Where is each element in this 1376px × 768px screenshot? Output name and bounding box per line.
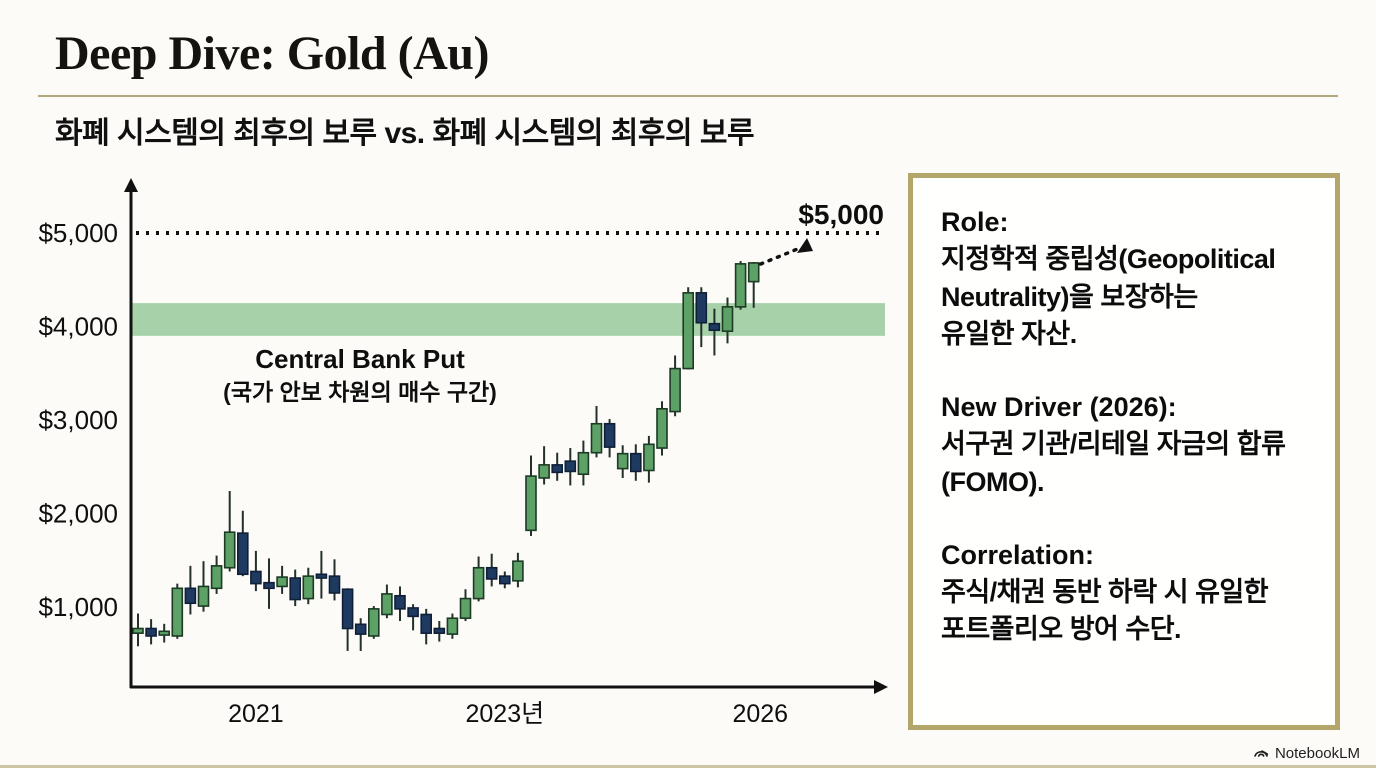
section-body: 서구권 기관/리테일 자금의 합류 (FOMO). <box>941 429 1286 497</box>
candle-up <box>158 630 170 636</box>
candle-up <box>302 575 315 600</box>
candle-down <box>433 627 446 634</box>
section-heading: Correlation: <box>941 539 1095 570</box>
candle-up <box>446 617 459 635</box>
candle-up <box>682 292 695 370</box>
candle-up <box>734 263 747 308</box>
candle-up <box>459 597 472 620</box>
info-panel: Role: 지정학적 중립성(Geopolitical Neutrality)을… <box>908 173 1340 730</box>
candle-up <box>381 593 393 616</box>
y-axis-arrowhead <box>124 178 138 192</box>
candle-down <box>407 607 419 618</box>
central-bank-put-label: Central Bank Put (국가 안보 차원의 매수 구간) <box>200 344 520 407</box>
section-body: 지정학적 중립성(Geopolitical Neutrality)을 보장하는 … <box>941 244 1276 349</box>
candle-down <box>250 570 262 585</box>
candle-up <box>276 576 288 588</box>
x-tick-label: 2021 <box>228 700 284 728</box>
band-label-subtitle: (국가 안보 차원의 매수 구간) <box>223 379 497 406</box>
candle-down <box>695 292 708 324</box>
target-price-label: $5,000 <box>798 199 884 230</box>
candle-down <box>184 587 197 605</box>
candle-down <box>498 575 511 585</box>
candle-down <box>315 573 328 579</box>
candle-down <box>145 627 157 637</box>
y-tick-label: $4,000 <box>38 312 118 342</box>
central-bank-put-band <box>132 303 885 336</box>
brand-label: NotebookLM <box>1274 744 1360 762</box>
section-heading: New Driver (2026): <box>941 392 1177 422</box>
candle-down <box>603 422 616 448</box>
candle-down <box>354 623 367 635</box>
candle-up <box>656 407 668 449</box>
x-axis-arrowhead <box>874 680 888 694</box>
bottom-border <box>0 765 1376 768</box>
title-rule <box>38 95 1338 97</box>
candle-up <box>197 585 210 607</box>
gold-price-candlestick-chart: $5,000 $4,000 $3,000 $2,000 $1,000 2021 2023년 2… <box>38 178 888 728</box>
candle-up <box>472 566 485 600</box>
page-subtitle: 화폐 시스템의 최후의 보루 vs. 화폐 시스템의 최후의 보루 <box>55 117 755 150</box>
projection-arrow-line <box>758 246 802 266</box>
candle-down <box>263 581 275 590</box>
y-tick-label: $1,000 <box>38 592 118 622</box>
candle-down <box>551 464 564 474</box>
candle-down <box>341 588 354 630</box>
candle-down <box>420 613 433 634</box>
band-label-title: Central Bank Put <box>255 344 465 374</box>
candle-up <box>223 531 236 569</box>
candle-down <box>394 594 406 610</box>
candle-up <box>512 560 524 582</box>
candle-up <box>590 422 603 454</box>
section-heading: Role: <box>941 207 1009 237</box>
projection-arrowhead <box>797 238 813 253</box>
candle-up <box>721 306 734 332</box>
candle-down <box>564 460 577 473</box>
candle-up <box>171 587 184 637</box>
y-tick-label: $2,000 <box>38 499 118 529</box>
candle-down <box>289 577 302 601</box>
x-tick-label: 2026 <box>732 700 788 728</box>
section-body: 주식/채권 동반 하락 시 유일한 포트폴리오 방어 수단. <box>941 577 1269 645</box>
candle-up <box>616 452 629 470</box>
candle-up <box>132 627 144 634</box>
y-tick-label: $5,000 <box>38 218 118 248</box>
candle-up <box>669 367 681 413</box>
y-tick-label: $3,000 <box>38 405 118 435</box>
candle-up <box>538 464 550 479</box>
candle-down <box>328 575 341 594</box>
candle-up <box>210 565 223 590</box>
brand-footer: NotebookLM <box>1252 744 1360 762</box>
panel-section-new-driver: New Driver (2026): 서구권 기관/리테일 자금의 합류 (FO… <box>941 389 1313 501</box>
panel-section-role: Role: 지정학적 중립성(Geopolitical Neutrality)을… <box>941 204 1313 353</box>
candle-up <box>747 262 760 283</box>
candle-down <box>237 532 249 576</box>
notebooklm-icon <box>1254 750 1269 757</box>
panel-section-correlation: Correlation: 주식/채권 동반 하락 시 유일한 포트폴리오 방어 … <box>941 537 1313 649</box>
candle-down <box>485 566 498 580</box>
x-tick-label: 2023년 <box>465 700 544 728</box>
candle-down <box>629 452 642 473</box>
candle-up <box>643 443 655 472</box>
candle-down <box>708 322 721 332</box>
page-title: Deep Dive: Gold (Au) <box>55 27 489 80</box>
candle-up <box>577 451 590 476</box>
candle-up <box>525 475 537 532</box>
candle-up <box>367 608 380 637</box>
